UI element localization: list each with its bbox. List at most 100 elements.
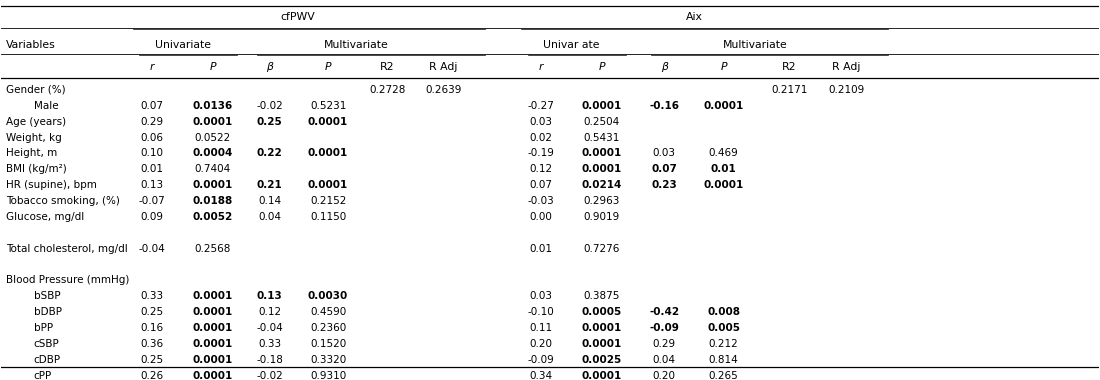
Text: 0.0001: 0.0001 xyxy=(582,149,621,158)
Text: Weight, kg: Weight, kg xyxy=(7,133,62,142)
Text: R2: R2 xyxy=(782,62,796,72)
Text: P: P xyxy=(324,62,331,72)
Text: bPP: bPP xyxy=(34,323,53,333)
Text: 0.0001: 0.0001 xyxy=(192,323,233,333)
Text: cSBP: cSBP xyxy=(34,339,59,349)
Text: 0.13: 0.13 xyxy=(257,291,283,301)
Text: 0.0052: 0.0052 xyxy=(192,212,233,222)
Text: 0.06: 0.06 xyxy=(141,133,164,142)
Text: -0.09: -0.09 xyxy=(528,355,554,365)
Text: 0.0001: 0.0001 xyxy=(308,117,349,127)
Text: 0.26: 0.26 xyxy=(141,370,164,380)
Text: 0.7404: 0.7404 xyxy=(195,164,231,174)
Text: 0.12: 0.12 xyxy=(258,307,282,317)
Text: 0.04: 0.04 xyxy=(652,355,675,365)
Text: 0.9310: 0.9310 xyxy=(310,370,346,380)
Text: 0.2963: 0.2963 xyxy=(583,196,619,206)
Text: 0.0001: 0.0001 xyxy=(192,355,233,365)
Text: 0.12: 0.12 xyxy=(529,164,553,174)
Text: 0.2568: 0.2568 xyxy=(195,244,231,253)
Text: cDBP: cDBP xyxy=(34,355,60,365)
Text: 0.22: 0.22 xyxy=(257,149,283,158)
Text: r: r xyxy=(539,62,543,72)
Text: 0.0136: 0.0136 xyxy=(192,101,233,111)
Text: -0.04: -0.04 xyxy=(256,323,283,333)
Text: 0.2360: 0.2360 xyxy=(310,323,346,333)
Text: 0.469: 0.469 xyxy=(708,149,738,158)
Text: 0.14: 0.14 xyxy=(258,196,282,206)
Text: 0.0001: 0.0001 xyxy=(192,339,233,349)
Text: R Adj: R Adj xyxy=(833,62,861,72)
Text: 0.10: 0.10 xyxy=(141,149,164,158)
Text: 0.2639: 0.2639 xyxy=(426,85,462,95)
Text: 0.29: 0.29 xyxy=(141,117,164,127)
Text: 0.11: 0.11 xyxy=(529,323,553,333)
Text: 0.01: 0.01 xyxy=(711,164,737,174)
Text: -0.10: -0.10 xyxy=(528,307,554,317)
Text: 0.03: 0.03 xyxy=(530,291,552,301)
Text: 0.07: 0.07 xyxy=(530,180,552,190)
Text: -0.09: -0.09 xyxy=(649,323,679,333)
Text: Tobacco smoking, (%): Tobacco smoking, (%) xyxy=(7,196,120,206)
Text: -0.19: -0.19 xyxy=(528,149,554,158)
Text: 0.0001: 0.0001 xyxy=(192,370,233,380)
Text: 0.3875: 0.3875 xyxy=(583,291,619,301)
Text: 0.0522: 0.0522 xyxy=(195,133,231,142)
Text: 0.0188: 0.0188 xyxy=(192,196,233,206)
Text: 0.212: 0.212 xyxy=(708,339,738,349)
Text: 0.29: 0.29 xyxy=(652,339,675,349)
Text: 0.33: 0.33 xyxy=(258,339,282,349)
Text: HR (supine), bpm: HR (supine), bpm xyxy=(7,180,97,190)
Text: Variables: Variables xyxy=(7,40,56,50)
Text: 0.0030: 0.0030 xyxy=(308,291,349,301)
Text: Blood Pressure (mmHg): Blood Pressure (mmHg) xyxy=(7,276,130,285)
Text: 0.07: 0.07 xyxy=(651,164,678,174)
Text: 0.0001: 0.0001 xyxy=(192,291,233,301)
Text: -0.18: -0.18 xyxy=(256,355,284,365)
Text: bSBP: bSBP xyxy=(34,291,60,301)
Text: 0.25: 0.25 xyxy=(141,307,164,317)
Text: 0.265: 0.265 xyxy=(708,370,738,380)
Text: -0.07: -0.07 xyxy=(139,196,166,206)
Text: 0.0004: 0.0004 xyxy=(192,149,233,158)
Text: 0.34: 0.34 xyxy=(529,370,553,380)
Text: 0.008: 0.008 xyxy=(707,307,740,317)
Text: 0.0001: 0.0001 xyxy=(582,164,621,174)
Text: Multivariate: Multivariate xyxy=(723,40,788,50)
Text: 0.9019: 0.9019 xyxy=(583,212,619,222)
Text: 0.02: 0.02 xyxy=(530,133,552,142)
Text: -0.42: -0.42 xyxy=(649,307,680,317)
Text: Univariate: Univariate xyxy=(154,40,210,50)
Text: 0.0001: 0.0001 xyxy=(192,180,233,190)
Text: Height, m: Height, m xyxy=(7,149,57,158)
Text: -0.02: -0.02 xyxy=(256,370,283,380)
Text: R2: R2 xyxy=(381,62,395,72)
Text: Glucose, mg/dl: Glucose, mg/dl xyxy=(7,212,85,222)
Text: 0.03: 0.03 xyxy=(652,149,675,158)
Text: -0.02: -0.02 xyxy=(256,101,283,111)
Text: 0.814: 0.814 xyxy=(708,355,738,365)
Text: 0.0001: 0.0001 xyxy=(704,180,744,190)
Text: 0.0025: 0.0025 xyxy=(582,355,621,365)
Text: P: P xyxy=(720,62,727,72)
Text: cPP: cPP xyxy=(34,370,52,380)
Text: 0.13: 0.13 xyxy=(141,180,164,190)
Text: 0.0001: 0.0001 xyxy=(704,101,744,111)
Text: 0.2171: 0.2171 xyxy=(771,85,807,95)
Text: 0.0005: 0.0005 xyxy=(582,307,621,317)
Text: 0.0001: 0.0001 xyxy=(308,149,349,158)
Text: 0.23: 0.23 xyxy=(651,180,678,190)
Text: -0.04: -0.04 xyxy=(139,244,166,253)
Text: P: P xyxy=(598,62,605,72)
Text: Multivariate: Multivariate xyxy=(324,40,389,50)
Text: 0.36: 0.36 xyxy=(141,339,164,349)
Text: BMI (kg/m²): BMI (kg/m²) xyxy=(7,164,67,174)
Text: 0.20: 0.20 xyxy=(652,370,675,380)
Text: 0.0001: 0.0001 xyxy=(582,101,621,111)
Text: Total cholesterol, mg/dl: Total cholesterol, mg/dl xyxy=(7,244,128,253)
Text: 0.20: 0.20 xyxy=(530,339,552,349)
Text: 0.4590: 0.4590 xyxy=(310,307,346,317)
Text: 0.5231: 0.5231 xyxy=(310,101,346,111)
Text: 0.7276: 0.7276 xyxy=(583,244,619,253)
Text: 0.1520: 0.1520 xyxy=(310,339,346,349)
